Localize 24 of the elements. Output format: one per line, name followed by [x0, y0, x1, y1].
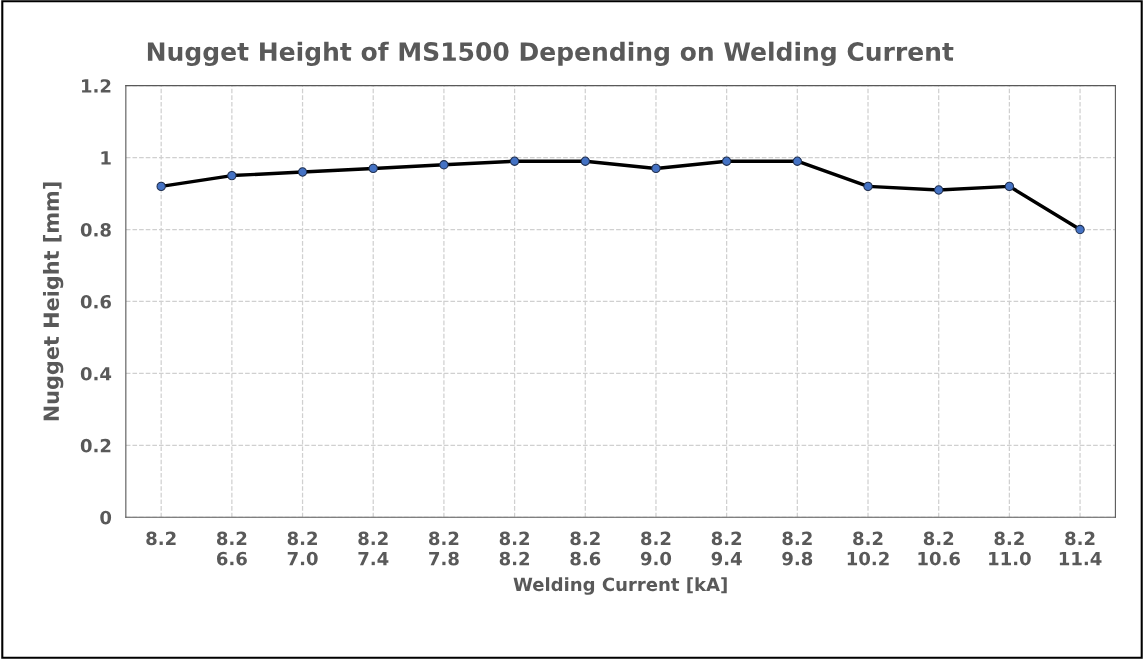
x-tick-label: 8.2 11.4 [1059, 531, 1102, 566]
x-tick-label: 8.2 8.6 [570, 531, 601, 566]
y-tick-label: 1.2 [82, 79, 111, 93]
y-tick-label: 0.6 [80, 294, 111, 309]
x-tick-label: 8.2 7.8 [429, 531, 459, 566]
x-tick-label: 8.2 7.4 [358, 531, 389, 566]
y-tick-label: 0.2 [80, 438, 111, 453]
x-tick-label: 8.2 [146, 531, 176, 546]
x-tick-label: 8.2 9.4 [711, 531, 742, 566]
y-tick-label: 0.8 [80, 223, 111, 237]
y-tick-label: 1 [101, 151, 111, 165]
x-tick-label: 8.2 9.0 [640, 531, 672, 566]
x-tick-label: 8.2 8.2 [499, 531, 530, 566]
x-axis-title: Welding Current [kA] [513, 577, 727, 595]
y-tick-label: 0.4 [80, 366, 112, 381]
x-tick-label: 8.2 11.0 [989, 531, 1031, 566]
x-tick-label: 8.2 10.6 [918, 531, 960, 566]
x-tick-label: 8.2 9.8 [782, 531, 813, 566]
y-axis-title: Nugget Height [mm] [42, 182, 64, 421]
chart-title: Nugget Height of MS1500 Depending on Welding Current [147, 41, 954, 67]
x-tick-label: 8.2 10.2 [847, 531, 889, 566]
y-tick-label: 0 [100, 510, 112, 525]
x-tick-label: 8.2 6.6 [216, 531, 247, 566]
x-tick-label: 8.2 7.0 [287, 531, 318, 566]
